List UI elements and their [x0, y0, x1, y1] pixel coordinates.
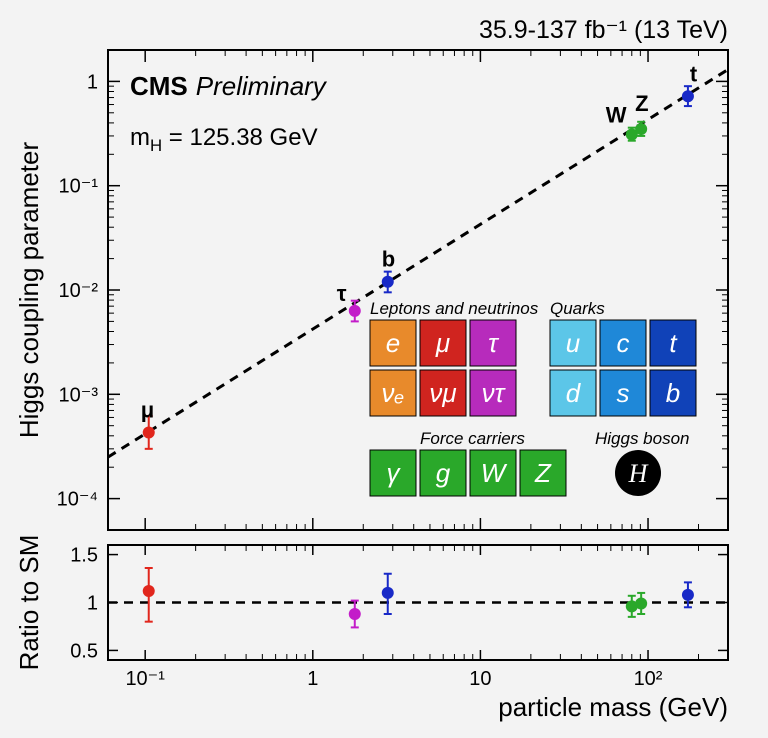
ratio-point	[143, 585, 155, 597]
legend-box-text: e	[386, 328, 400, 358]
legend-box-text: Z	[534, 458, 552, 488]
x-tick-label: 10²	[634, 668, 663, 690]
mh-label: mH = 125.38 GeV	[130, 124, 318, 155]
y-tick-label: 10⁻¹	[59, 176, 99, 198]
data-point	[682, 90, 694, 102]
y-tick-label-bottom: 1	[87, 593, 98, 615]
legend-box-text: d	[566, 378, 582, 408]
legend-box-text: u	[566, 328, 580, 358]
x-axis-label: particle mass (GeV)	[498, 692, 728, 722]
y-tick-label: 10⁻⁴	[57, 489, 98, 511]
y-tick-label-bottom: 1.5	[70, 545, 98, 567]
point-label: μ	[141, 398, 154, 423]
legend-box-text: νμ	[429, 378, 456, 408]
x-tick-label: 1	[307, 668, 318, 690]
header-text: 35.9-137 fb⁻¹ (13 TeV)	[479, 16, 728, 44]
legend-box-text: γ	[387, 458, 402, 488]
legend-title-force: Force carriers	[420, 429, 525, 448]
legend-box-text: c	[617, 328, 630, 358]
data-point	[382, 276, 394, 288]
ratio-point	[635, 597, 647, 609]
chart-container: 35.9-137 fb⁻¹ (13 TeV) 10⁻⁴ 10⁻³ 10⁻² 10⁻¹ 1 μ…	[0, 0, 768, 738]
y-tick-label: 1	[87, 71, 98, 93]
legend-box-text: g	[436, 458, 451, 488]
data-point	[349, 305, 361, 317]
legend-box-text: νₑ	[381, 378, 404, 408]
y-axis-label-top: Higgs coupling parameter	[14, 142, 44, 439]
legend-box-text: μ	[435, 328, 450, 358]
x-tick-label: 10⁻¹	[125, 668, 165, 690]
y-axis-label-bottom: Ratio to SM	[14, 535, 44, 671]
chart-svg: 35.9-137 fb⁻¹ (13 TeV) 10⁻⁴ 10⁻³ 10⁻² 10⁻¹ 1 μ…	[0, 0, 768, 738]
point-label: b	[382, 247, 395, 272]
cms-label: CMSPreliminary	[130, 71, 328, 101]
legend-box-text: b	[666, 378, 680, 408]
data-point	[635, 123, 647, 135]
legend-box-text: ντ	[482, 378, 507, 408]
point-label: Z	[635, 91, 648, 116]
y-tick-label: 10⁻³	[59, 384, 99, 406]
legend-higgs-text: H	[628, 459, 649, 488]
y-tick-label-bottom: 0.5	[70, 640, 98, 662]
legend-title-leptons: Leptons and neutrinos	[370, 299, 539, 318]
legend-box-text: W	[481, 458, 508, 488]
ratio-point	[382, 587, 394, 599]
point-label: W	[606, 102, 627, 127]
legend-box-text: s	[617, 378, 630, 408]
ratio-point	[349, 608, 361, 620]
y-tick-label: 10⁻²	[59, 280, 99, 302]
data-point	[143, 427, 155, 439]
x-tick-label: 10	[469, 668, 491, 690]
legend-title-higgs: Higgs boson	[595, 429, 690, 448]
point-label: τ	[337, 281, 347, 306]
legend-title-quarks: Quarks	[550, 299, 605, 318]
point-label: t	[690, 61, 698, 86]
ratio-point	[682, 589, 694, 601]
